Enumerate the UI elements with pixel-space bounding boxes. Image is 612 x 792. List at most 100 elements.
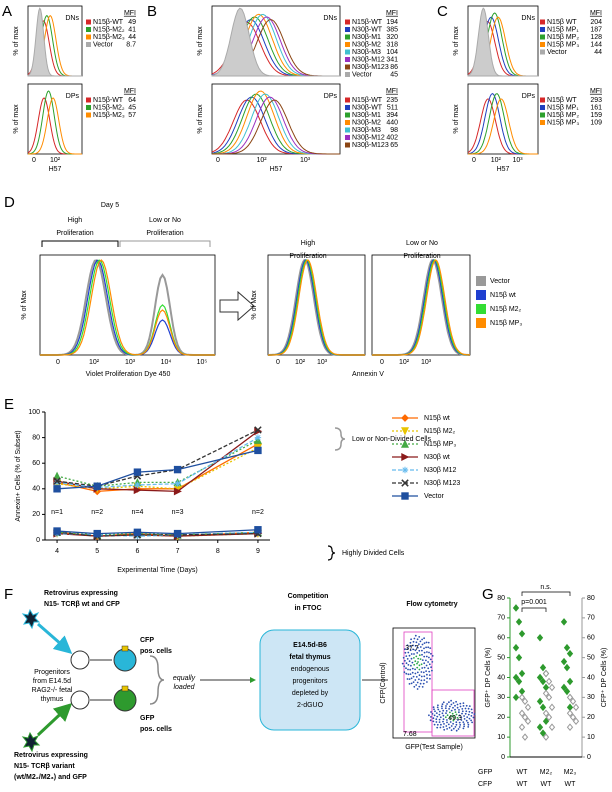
legend-label: N15β MP₃: [424, 441, 456, 448]
flow-dot: [436, 715, 439, 718]
diagram-f: [21, 290, 476, 753]
histogram-curve: [467, 7, 538, 77]
label: equally: [173, 675, 196, 682]
virus-icon: [21, 608, 41, 630]
flow-dot: [410, 638, 412, 641]
marker: [53, 479, 61, 486]
data-point: [545, 713, 553, 722]
data-point: [512, 673, 520, 682]
flow-dot: [450, 703, 453, 706]
gate-value: 7.68: [403, 731, 417, 738]
flow-dot: [445, 705, 447, 707]
flow-dot: [427, 641, 430, 644]
flow-dot: [406, 648, 409, 650]
label-green: pos. cells: [140, 726, 172, 733]
y2-tick-label: 10: [587, 734, 595, 741]
data-point: [515, 653, 523, 662]
flow-dot: [428, 714, 430, 717]
flow-dot: [422, 671, 425, 674]
flow-dot: [409, 641, 412, 644]
flow-dot: [417, 657, 420, 660]
legend-swatch: [86, 97, 91, 103]
flow-dot: [446, 728, 448, 730]
flow-dot: [416, 652, 419, 654]
mfi-value: 161: [590, 104, 602, 111]
flow-dot: [430, 711, 432, 713]
data-point: [536, 697, 544, 706]
data-point: [542, 733, 550, 741]
data-point: [536, 723, 544, 731]
y2-axis-label: CFP⁺ DP Cells (%): [601, 648, 608, 708]
flow-dot: [413, 637, 416, 640]
flow-dot: [436, 706, 439, 709]
label: RAG2-/- fetal: [32, 687, 73, 694]
flow-dot: [454, 711, 457, 713]
flow-dot: [414, 649, 417, 652]
data-point: [512, 693, 520, 702]
flow-dot: [415, 655, 418, 658]
x-tick-label: 4: [55, 548, 59, 555]
data-point: [539, 729, 547, 737]
histogram-curve: [372, 259, 470, 356]
flow-dot: [425, 641, 428, 644]
flow-dot: [419, 640, 422, 643]
flow-dot: [406, 678, 409, 680]
flow-dot: [403, 671, 406, 674]
flow-dot: [450, 699, 452, 702]
flow-dot: [418, 664, 421, 667]
x-tick-label: 10³: [317, 359, 328, 366]
marker: [53, 477, 61, 485]
marker: [53, 527, 61, 535]
mfi-header: MFI: [590, 88, 602, 95]
flow-dot: [418, 678, 420, 681]
bracket-label: Proliferation: [289, 253, 326, 260]
x-tick-label: 10²: [89, 359, 100, 366]
y-axis-label: % of max: [13, 26, 20, 56]
flow-dot: [418, 674, 421, 677]
mfi-value: 44: [128, 34, 136, 41]
flow-dot: [453, 715, 455, 717]
flow-dot: [418, 668, 421, 671]
y-tick-label: 80: [497, 595, 505, 602]
flow-dot: [435, 712, 438, 714]
x-axis-label: Violet Proliferation Dye 450: [86, 371, 171, 378]
flow-dot: [452, 727, 455, 730]
marker: [133, 468, 142, 476]
flow-dot: [426, 677, 428, 680]
flow-dot: [410, 653, 413, 655]
marker: [134, 481, 141, 489]
receptor: [121, 645, 129, 652]
mfi-value: 41: [128, 26, 136, 33]
x-tick-label: 0: [32, 157, 36, 164]
flow-dot: [421, 659, 424, 661]
flow-dot: [416, 662, 418, 665]
legend-label: N15β-WT: [352, 19, 383, 26]
flow-dot: [419, 682, 422, 685]
flow-dot: [458, 714, 461, 717]
legend-label: N30β-M1: [352, 112, 381, 119]
flow-dot: [436, 726, 439, 729]
flow-dot: [423, 675, 426, 678]
flow-dot: [423, 651, 426, 654]
sig-bracket: [521, 591, 571, 596]
flow-dot: [456, 716, 459, 719]
flow-dot: [455, 723, 458, 726]
legend-swatch: [345, 57, 350, 62]
annotation: n.s.: [540, 584, 551, 591]
row-label: CFP: [478, 781, 492, 788]
legend-swatch: [476, 304, 486, 314]
legend-swatch: [540, 19, 545, 25]
data-point: [563, 663, 571, 672]
legend-label: N15β-M2₃: [93, 112, 125, 119]
flow-dot: [467, 723, 470, 726]
flow-dot: [421, 667, 424, 669]
flow-dot: [408, 654, 411, 657]
bracket-label: Low or No: [149, 217, 181, 224]
thymus-box: [259, 629, 361, 731]
flow-dot: [429, 719, 432, 722]
mfi-value: 109: [590, 119, 602, 126]
flow-dot: [463, 723, 465, 726]
histogram-curve: [27, 97, 82, 155]
marker: [254, 446, 262, 455]
legend-swatch: [345, 42, 350, 47]
